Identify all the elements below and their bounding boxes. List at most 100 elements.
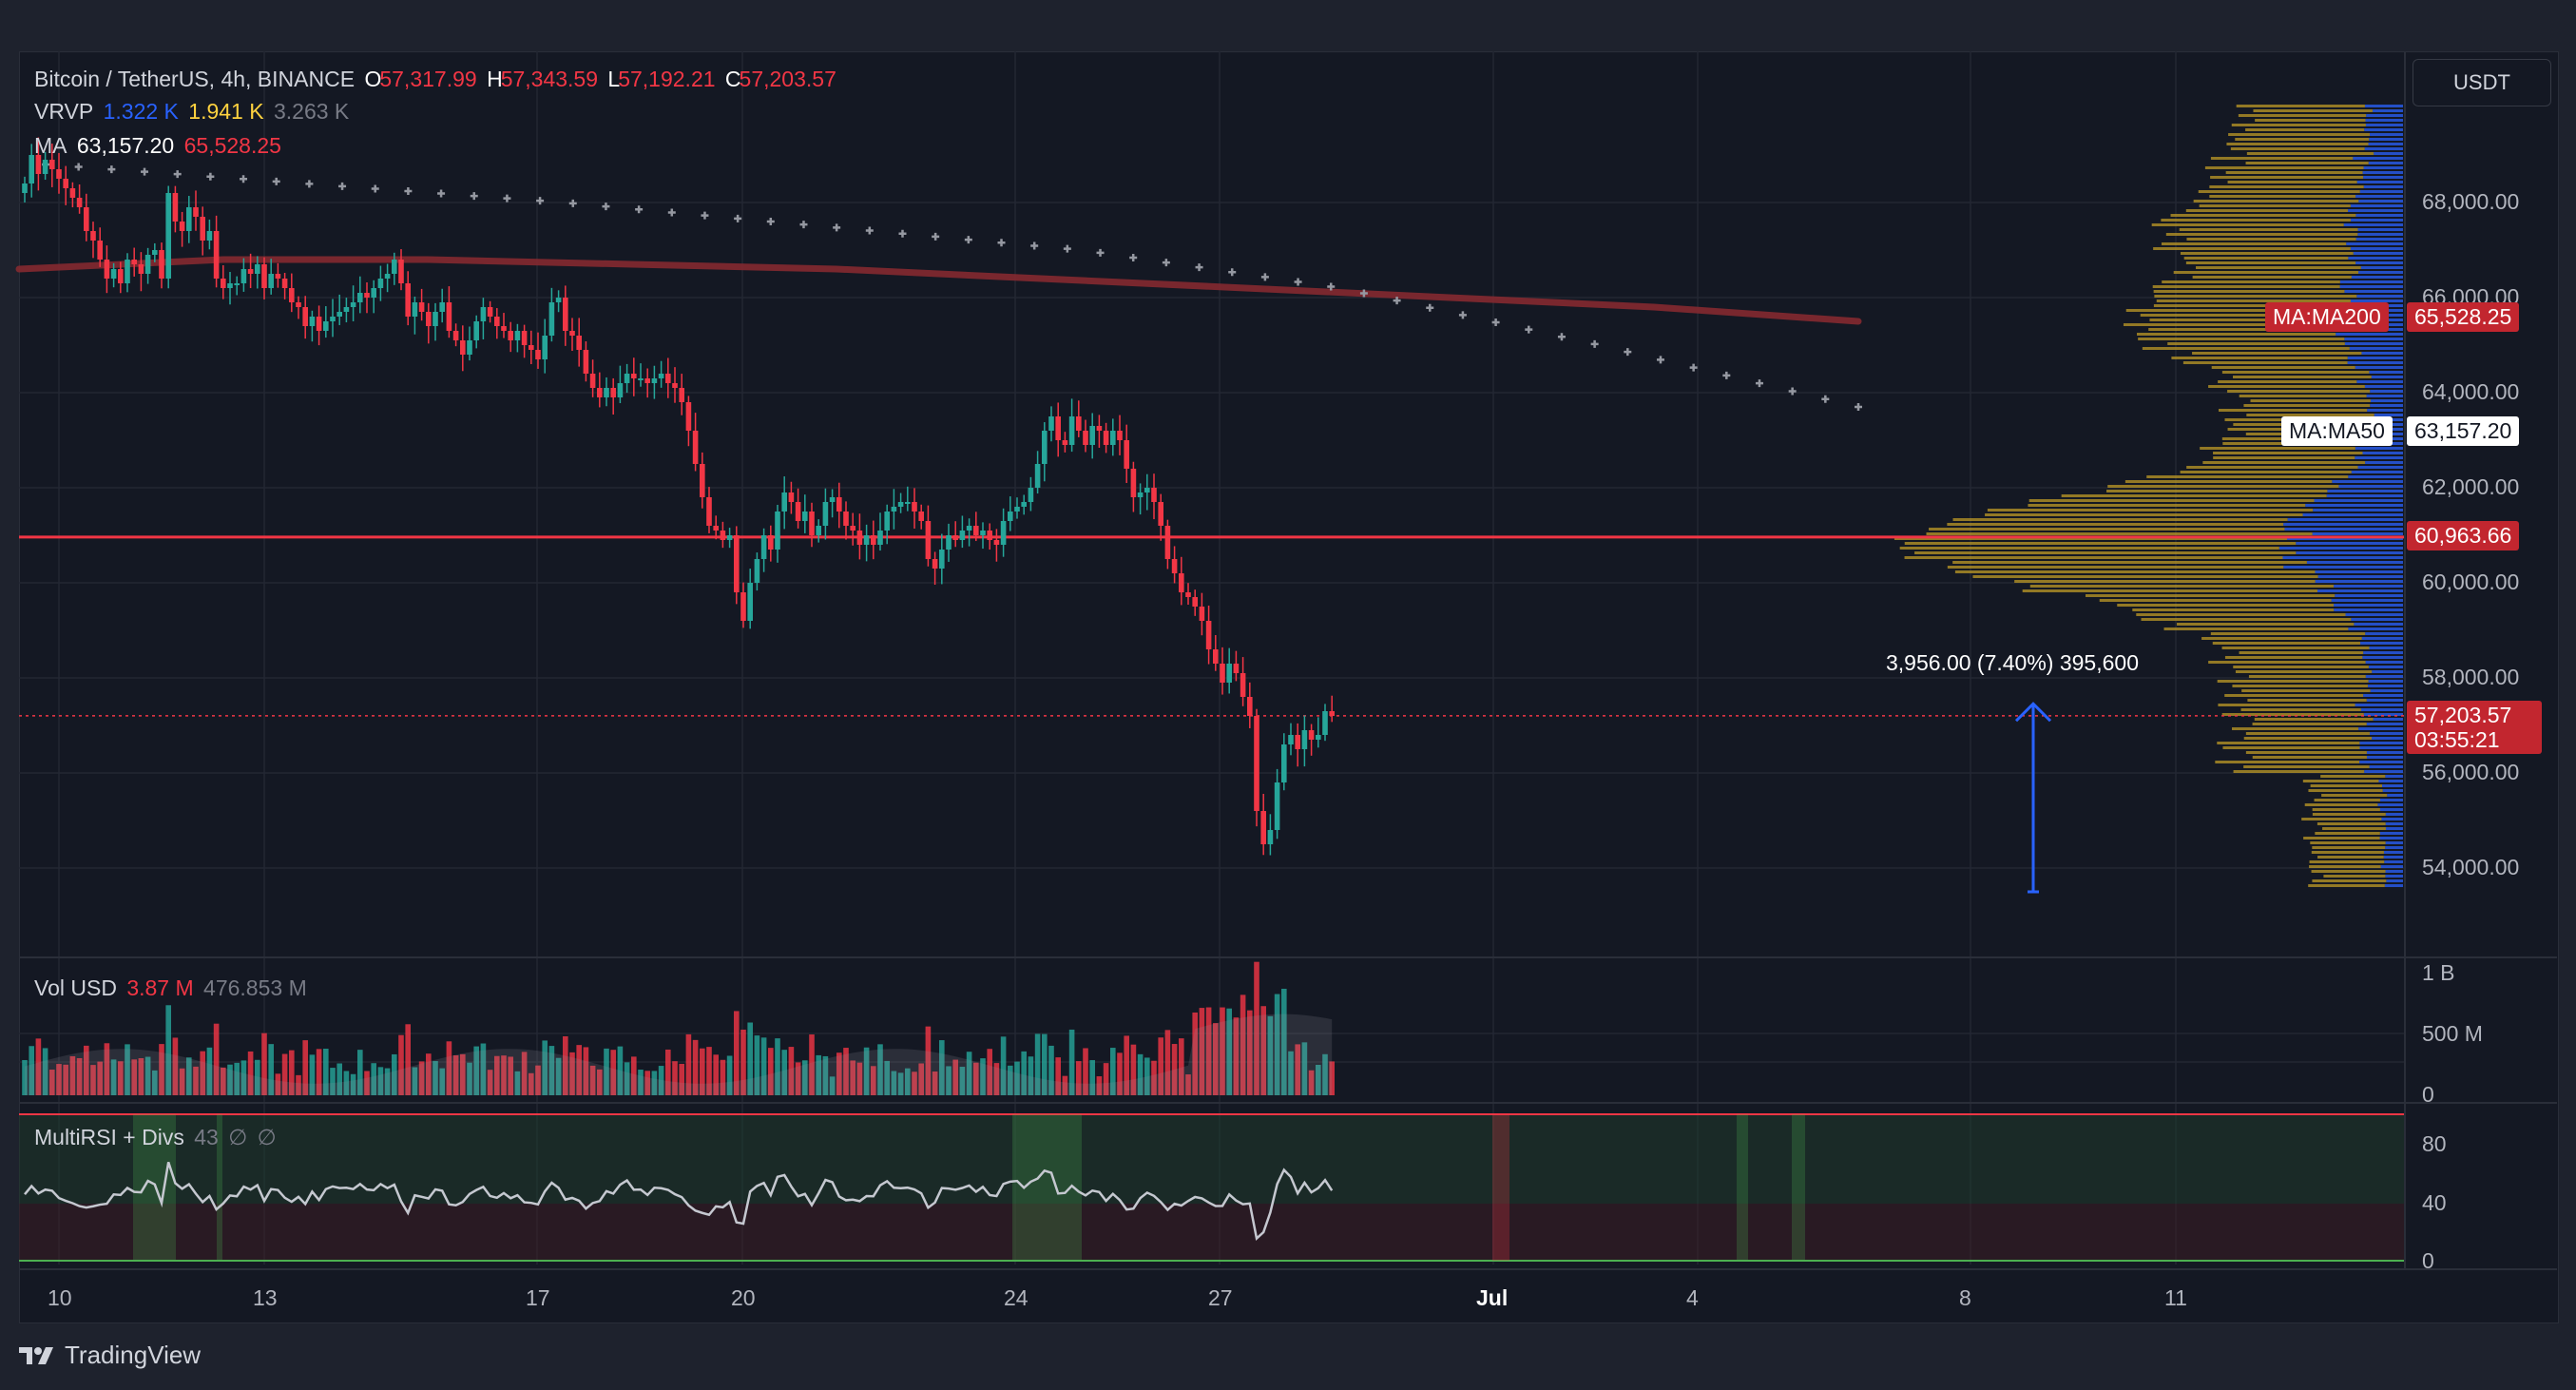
vp-row-down	[2303, 837, 2380, 840]
tradingview-logo[interactable]: TradingView	[19, 1341, 201, 1370]
symbol-title[interactable]: Bitcoin / TetherUS, 4h, BINANCE	[34, 67, 356, 91]
rsi-legend[interactable]: MultiRSI + Divs 43 ∅ ∅	[34, 1125, 277, 1149]
ma50-value-tag: 63,157.20	[2407, 416, 2520, 446]
ma50-dot	[503, 194, 511, 203]
ma50-dot	[964, 236, 972, 244]
volume-bar	[542, 1040, 548, 1095]
vp-row-down	[2173, 271, 2359, 274]
candle-body	[877, 531, 883, 545]
volume-bar	[1295, 1044, 1300, 1095]
volume-tick: 0	[2422, 1082, 2434, 1107]
vrvp-total: 3.263 K	[273, 99, 350, 124]
vp-row-down	[2239, 651, 2364, 654]
volume-bar	[405, 1024, 411, 1095]
rsi-divergence-highlight	[1737, 1114, 1748, 1261]
vp-row-up	[2363, 176, 2403, 179]
volume-bar	[535, 1065, 541, 1095]
rsi-panel	[19, 1113, 2405, 1262]
volume-bar	[200, 1051, 205, 1095]
volume-bar	[932, 1071, 938, 1095]
vrvp-legend[interactable]: VRVP 1.322 K 1.941 K 3.263 K	[34, 99, 350, 124]
vp-row-up	[2316, 589, 2403, 592]
vp-row-up	[2357, 466, 2403, 469]
volume-bar	[247, 1051, 254, 1095]
vp-row-down	[2252, 756, 2367, 759]
volume-bar	[672, 1061, 678, 1095]
vp-row-down	[2320, 775, 2386, 778]
vp-row-up	[2332, 480, 2403, 483]
vp-row-up	[2364, 147, 2403, 150]
volume-bar	[871, 1066, 876, 1095]
vp-row-down	[1947, 523, 2284, 526]
vp-row-up	[2355, 195, 2403, 198]
vp-row-up	[2385, 841, 2403, 844]
candle-body	[206, 231, 213, 241]
vp-row-down	[2221, 371, 2370, 374]
candle-body	[234, 283, 240, 285]
vp-row-up	[2344, 338, 2403, 340]
volume-bar	[1260, 1006, 1266, 1095]
candle-body	[672, 383, 678, 388]
volume-bar	[952, 1059, 958, 1095]
rsi-divergence-highlight	[1012, 1114, 1074, 1261]
ma50-dot	[1821, 395, 1830, 403]
volume-bar	[1028, 1056, 1034, 1095]
vp-row-up	[2357, 228, 2403, 231]
volume-bar	[918, 1063, 924, 1095]
candle-body	[993, 540, 1000, 545]
vp-row-up	[2385, 827, 2403, 830]
ma-value-1: 63,157.20	[76, 133, 175, 158]
grid-lines	[19, 51, 2405, 1265]
ma-legend[interactable]: MA 63,157.20 65,528.25	[34, 133, 281, 158]
volume-bar	[281, 1053, 288, 1095]
vp-row-up	[2366, 723, 2403, 725]
volume-legend[interactable]: Vol USD 3.87 M 476.853 M	[34, 975, 307, 1000]
vp-row-down	[2245, 162, 2369, 164]
price-tick: 62,000.00	[2422, 474, 2520, 499]
vp-row-down	[2316, 822, 2386, 825]
volume-bar	[829, 1076, 836, 1095]
vp-row-down	[1972, 575, 2318, 578]
volume-bar	[426, 1053, 432, 1095]
volume-bar	[35, 1038, 42, 1095]
volume-bar	[1164, 1030, 1171, 1095]
volume-bar	[384, 1068, 391, 1095]
vp-row-down	[2136, 613, 2346, 616]
vp-row-down	[2163, 627, 2349, 630]
vp-row-up	[2379, 808, 2403, 811]
candle-body	[726, 535, 733, 540]
candle-body	[1316, 735, 1321, 740]
volume-bar	[1083, 1048, 1088, 1095]
ma50-dot	[1162, 259, 1170, 267]
vp-row-up	[2349, 347, 2403, 350]
candle-body	[597, 388, 603, 397]
volume-bar	[720, 1059, 726, 1095]
candle-body	[296, 302, 301, 307]
volume-bar	[816, 1054, 821, 1095]
vp-row-down	[2218, 380, 2357, 383]
volume-bar	[1179, 1038, 1184, 1095]
vp-row-down	[2185, 261, 2356, 264]
ma50-tag: MA:MA50	[2281, 416, 2393, 446]
vp-row-down	[1899, 547, 2279, 550]
candle-body	[1199, 607, 1205, 621]
vp-row-down	[2309, 865, 2381, 868]
volume-bar	[1288, 1051, 1294, 1095]
volume-bar	[925, 1026, 932, 1095]
currency-button[interactable]: USDT	[2413, 59, 2551, 106]
candle-body	[576, 336, 582, 350]
candle-body	[377, 279, 384, 288]
vp-row-down	[2301, 818, 2382, 820]
vp-row-down	[2314, 799, 2380, 801]
volume-bar	[1213, 1023, 1219, 1095]
candle-body	[631, 374, 637, 378]
time-tick: 13	[253, 1285, 278, 1310]
volume-bar	[316, 1049, 322, 1095]
candle-body	[665, 374, 671, 383]
candle-body	[912, 502, 917, 512]
volume-bar	[1089, 1060, 1095, 1095]
candle-body	[651, 378, 658, 383]
vp-row-down	[2232, 685, 2368, 687]
candle-body	[508, 331, 513, 340]
